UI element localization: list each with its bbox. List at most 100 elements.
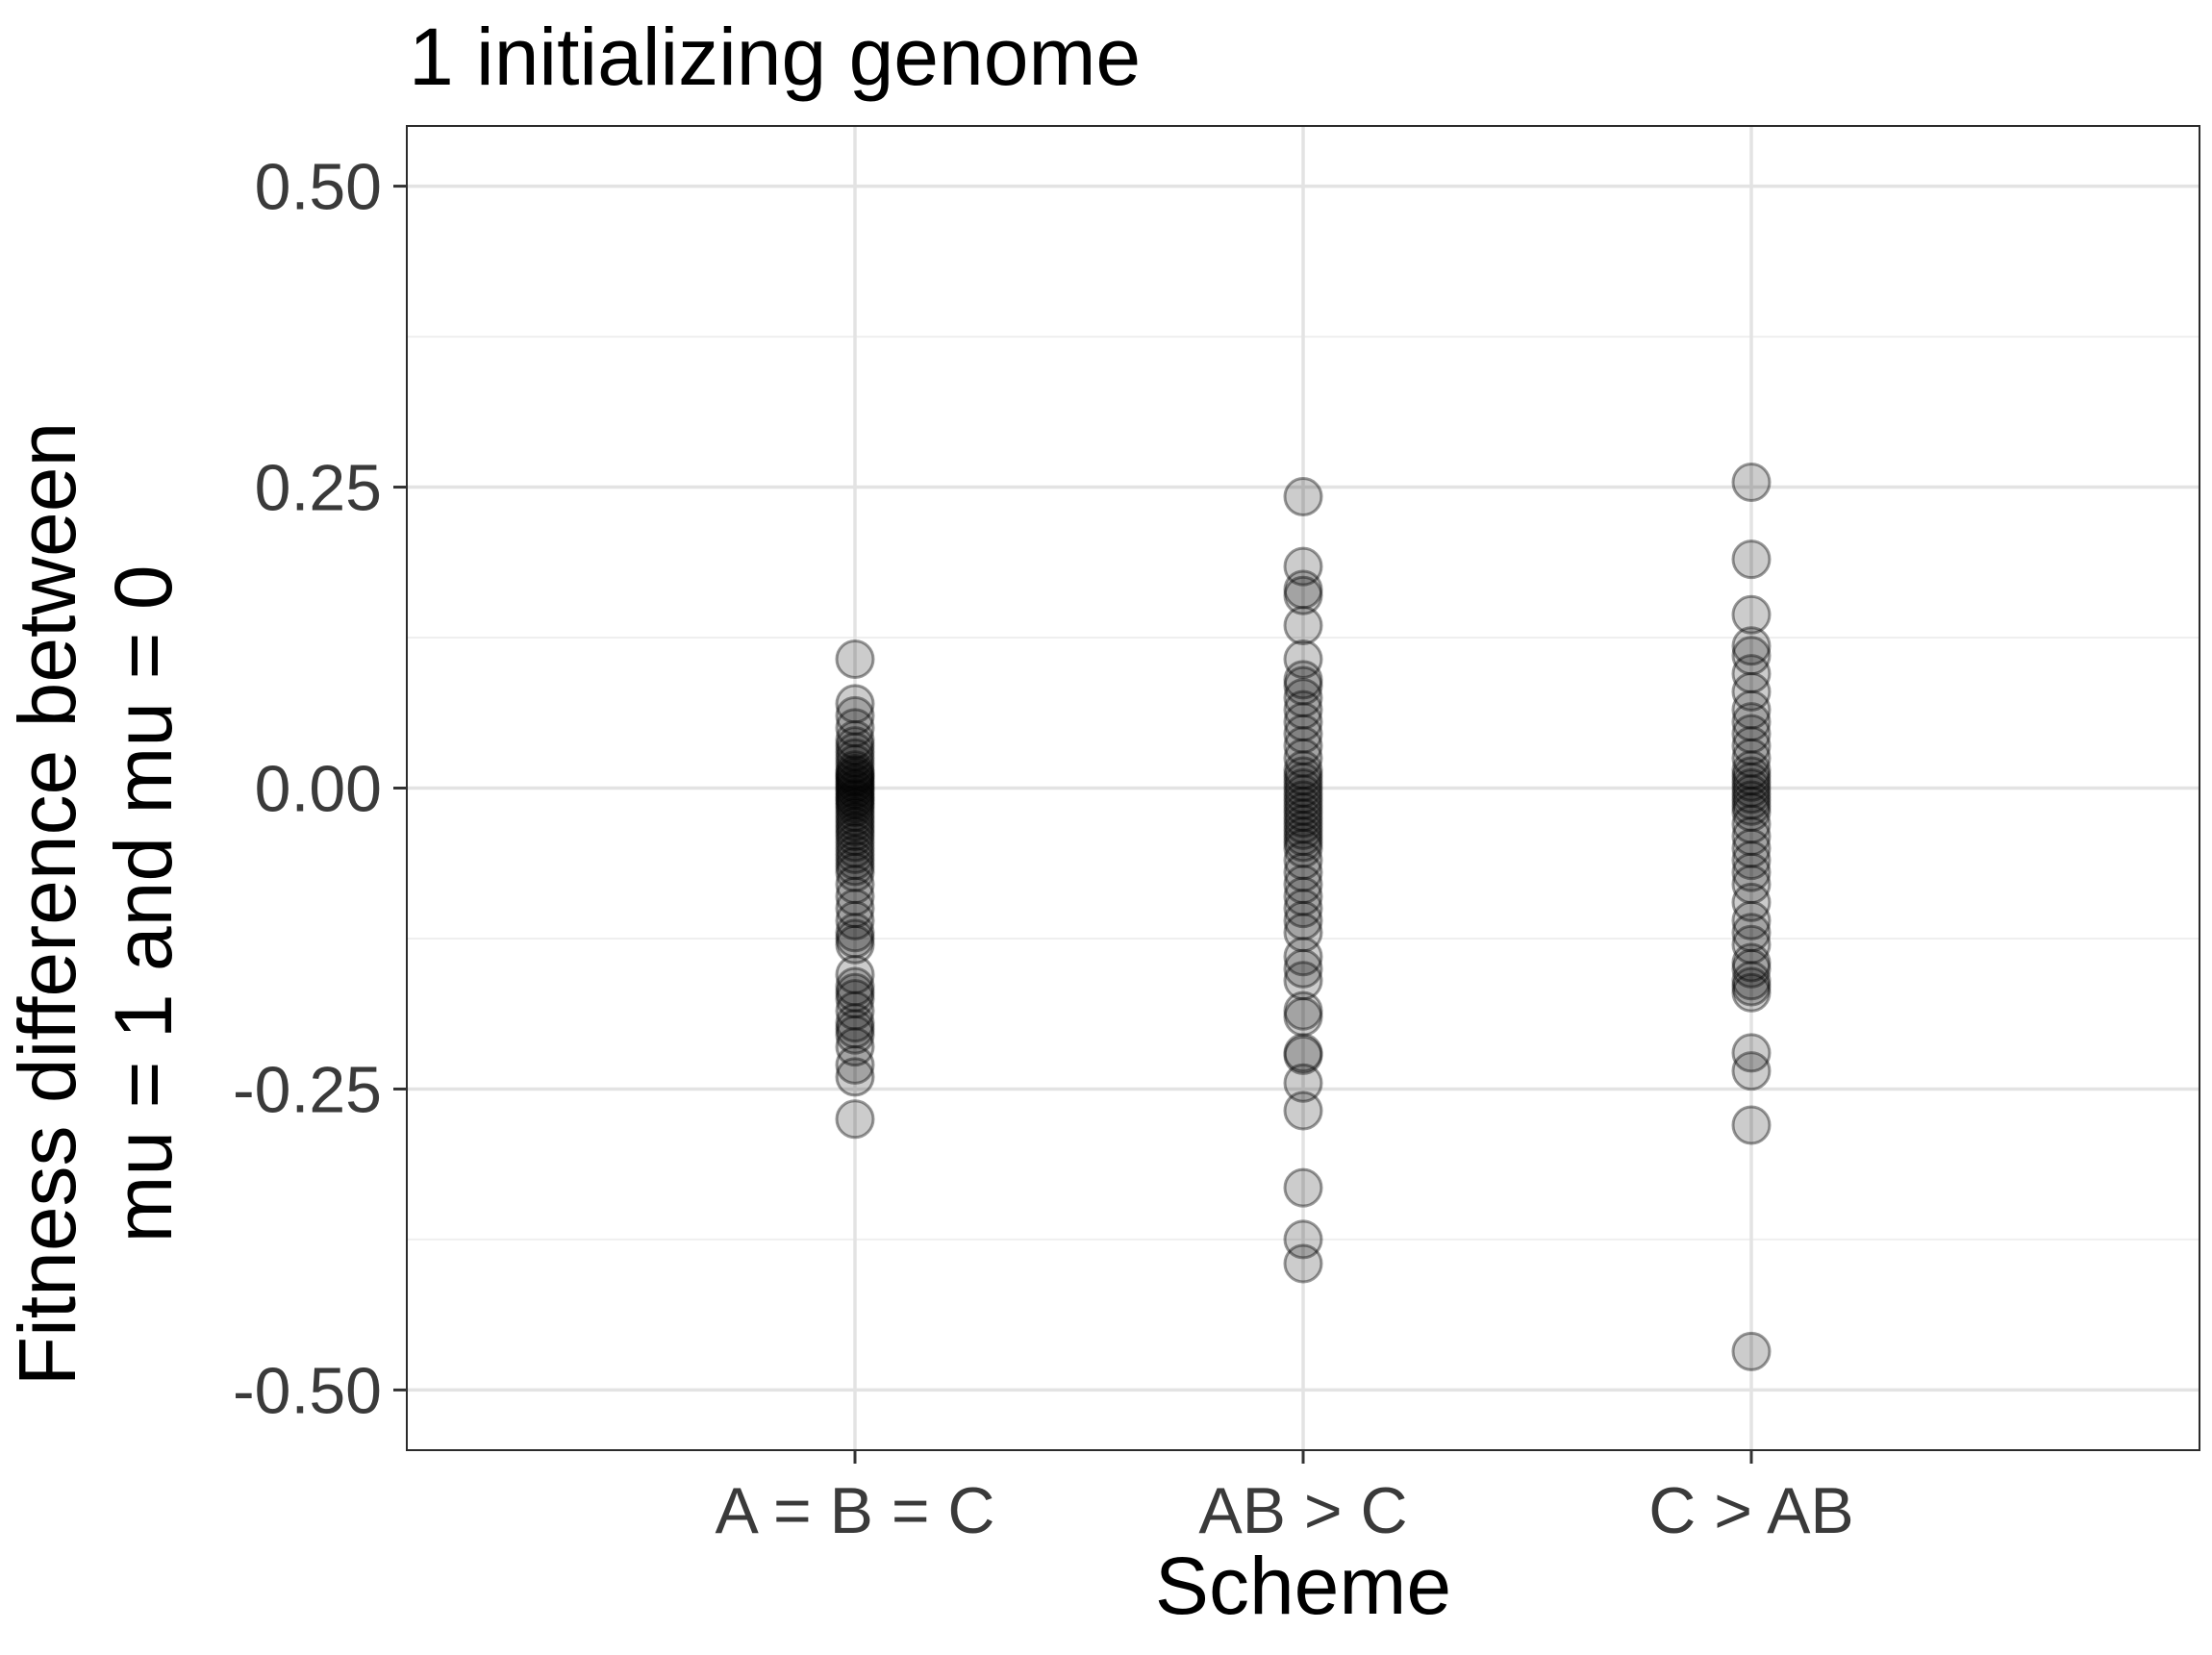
data-point: [835, 918, 875, 959]
data-point: [1731, 594, 1772, 635]
data-point: [1731, 780, 1772, 820]
data-point: [835, 1027, 875, 1067]
data-point: [835, 768, 875, 808]
data-point: [1283, 990, 1323, 1031]
data-point: [1283, 900, 1323, 940]
data-point: [1283, 1063, 1323, 1103]
data-point: [835, 770, 875, 811]
data-point: [835, 778, 875, 818]
y-tick-label: -0.50: [233, 1354, 382, 1427]
data-point: [835, 708, 875, 748]
data-point: [1731, 961, 1772, 1001]
data-point: [835, 753, 875, 793]
data-point: [1283, 639, 1323, 680]
data-point: [1283, 606, 1323, 646]
data-point: [835, 743, 875, 784]
y-axis-title-line-2: mu = 1 and mu = 0: [98, 564, 189, 1242]
data-point: [1731, 792, 1772, 833]
data-point: [1283, 726, 1323, 766]
data-point: [1283, 840, 1323, 881]
data-point: [835, 990, 875, 1031]
data-point: [1283, 1091, 1323, 1131]
data-point: [1731, 816, 1772, 857]
data-point: [835, 1044, 875, 1085]
data-point: [1731, 654, 1772, 694]
data-point: [835, 966, 875, 1007]
data-point: [835, 1015, 875, 1055]
data-point: [1283, 804, 1323, 844]
data-point: [835, 913, 875, 953]
data-point: [1283, 477, 1323, 517]
data-point: [1731, 852, 1772, 892]
data-points: [835, 463, 1772, 1371]
data-point: [1731, 972, 1772, 1013]
data-point: [1731, 626, 1772, 666]
data-point: [1283, 913, 1323, 953]
data-point: [1283, 1167, 1323, 1208]
data-point: [835, 1099, 875, 1140]
y-axis-title: Fitness difference between mu = 1 and mu…: [2, 422, 189, 1386]
data-point: [1731, 762, 1772, 802]
data-point: [835, 840, 875, 881]
data-point: [835, 758, 875, 798]
data-point: [835, 972, 875, 1013]
data-point: [1283, 774, 1323, 815]
data-point: [1731, 882, 1772, 922]
grid-lines: [407, 126, 2199, 1450]
data-point: [1731, 690, 1772, 730]
data-point: [835, 797, 875, 838]
data-point: [1283, 810, 1323, 850]
data-point: [1731, 463, 1772, 503]
data-point: [1283, 937, 1323, 977]
data-point: [1731, 1051, 1772, 1091]
data-point: [835, 738, 875, 778]
data-point: [1283, 665, 1323, 706]
data-point: [835, 979, 875, 1019]
data-point: [1283, 828, 1323, 868]
data-point: [1283, 1033, 1323, 1073]
y-tick-label: 0.00: [255, 753, 382, 826]
data-point: [1283, 876, 1323, 916]
data-point: [835, 792, 875, 833]
data-point: [1283, 678, 1323, 718]
chart-title: 1 initializing genome: [409, 12, 1141, 102]
data-point: [835, 1009, 875, 1049]
data-point: [1283, 702, 1323, 742]
data-point: [1731, 774, 1772, 815]
data-point: [1283, 762, 1323, 802]
data-point: [1283, 792, 1323, 833]
data-point: [835, 846, 875, 887]
x-tick-label: C > AB: [1648, 1474, 1854, 1547]
y-tick-label: 0.25: [255, 452, 382, 525]
data-point: [1283, 961, 1323, 1001]
data-point: [1731, 786, 1772, 826]
y-tick-label: -0.25: [233, 1053, 382, 1126]
data-point: [1283, 865, 1323, 905]
data-point: [835, 788, 875, 828]
data-point: [1283, 948, 1323, 989]
data-point: [1731, 738, 1772, 778]
data-point: [835, 1003, 875, 1043]
data-point: [1731, 948, 1772, 989]
data-point: [835, 780, 875, 820]
data-point: [835, 762, 875, 802]
data-point: [1731, 539, 1772, 580]
data-point: [1731, 636, 1772, 676]
data-point: [1731, 924, 1772, 965]
data-point: [1283, 852, 1323, 892]
data-point: [1731, 750, 1772, 790]
data-point: [1283, 660, 1323, 700]
data-point: [1731, 966, 1772, 1007]
data-point: [835, 807, 875, 847]
data-point: [835, 639, 875, 680]
data-point: [835, 812, 875, 852]
data-point: [1731, 942, 1772, 983]
x-axis-title: Scheme: [1155, 1541, 1451, 1631]
data-point: [835, 865, 875, 905]
data-point: [1283, 738, 1323, 778]
x-tick-label: AB > C: [1198, 1474, 1407, 1547]
data-point: [1283, 1035, 1323, 1075]
data-point: [1283, 690, 1323, 730]
